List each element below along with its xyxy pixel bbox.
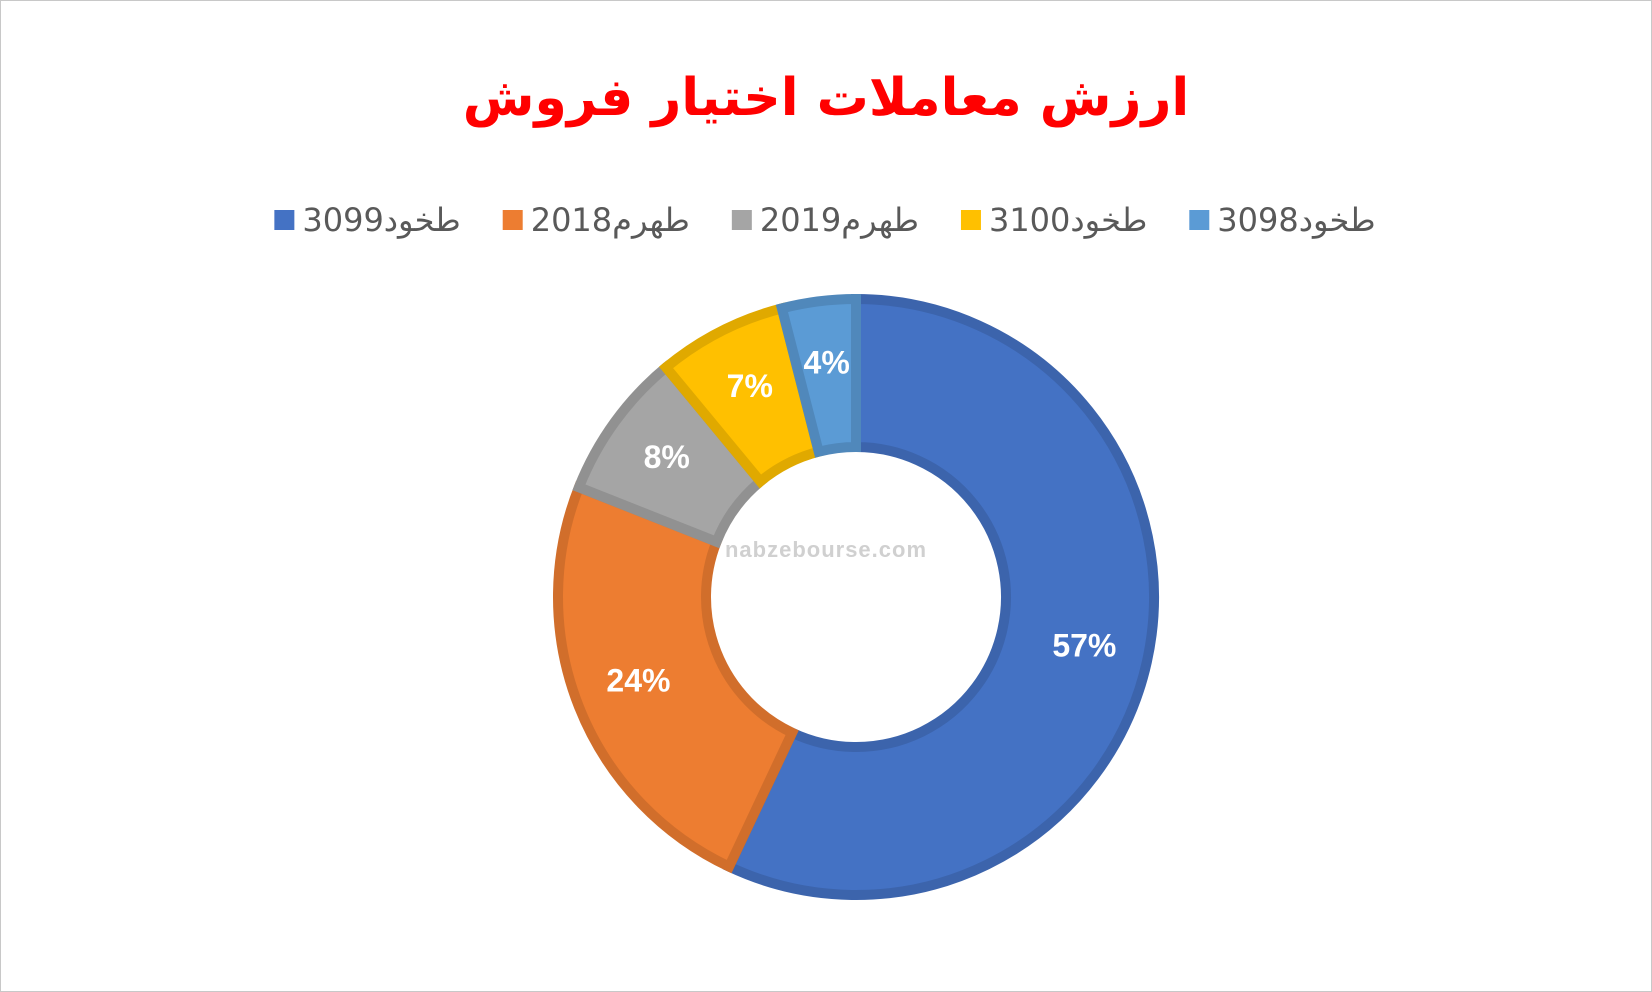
pie-slice: [722, 293, 1159, 900]
chart-title: ارزش معاملات اختیار فروش: [463, 68, 1189, 128]
legend-swatch: [731, 210, 752, 230]
pie-slice: [775, 293, 861, 458]
legend-swatch: [1189, 210, 1210, 230]
legend-swatch: [960, 210, 981, 230]
data-label: 7%: [727, 368, 773, 404]
legend-label: طخود3099: [302, 201, 460, 239]
legend-label: طخود3098: [1217, 201, 1375, 239]
data-label: 57%: [1052, 627, 1116, 663]
pie-slice: [553, 480, 799, 874]
legend-label: طخود3100: [989, 201, 1147, 239]
data-label: 24%: [606, 663, 670, 699]
legend-swatch: [502, 210, 523, 230]
legend-swatch: [274, 210, 295, 230]
legend-label: طهرم2018: [531, 201, 690, 239]
watermark: nabzebourse.com: [725, 537, 927, 562]
legend-label: طهرم2019: [760, 201, 919, 239]
data-label: 8%: [644, 439, 690, 475]
data-label: 4%: [804, 344, 850, 380]
